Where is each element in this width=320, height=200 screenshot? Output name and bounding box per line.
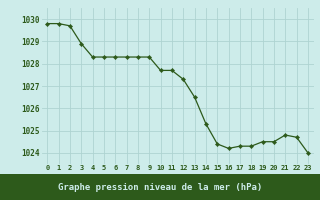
Text: Graphe pression niveau de la mer (hPa): Graphe pression niveau de la mer (hPa) <box>58 182 262 192</box>
